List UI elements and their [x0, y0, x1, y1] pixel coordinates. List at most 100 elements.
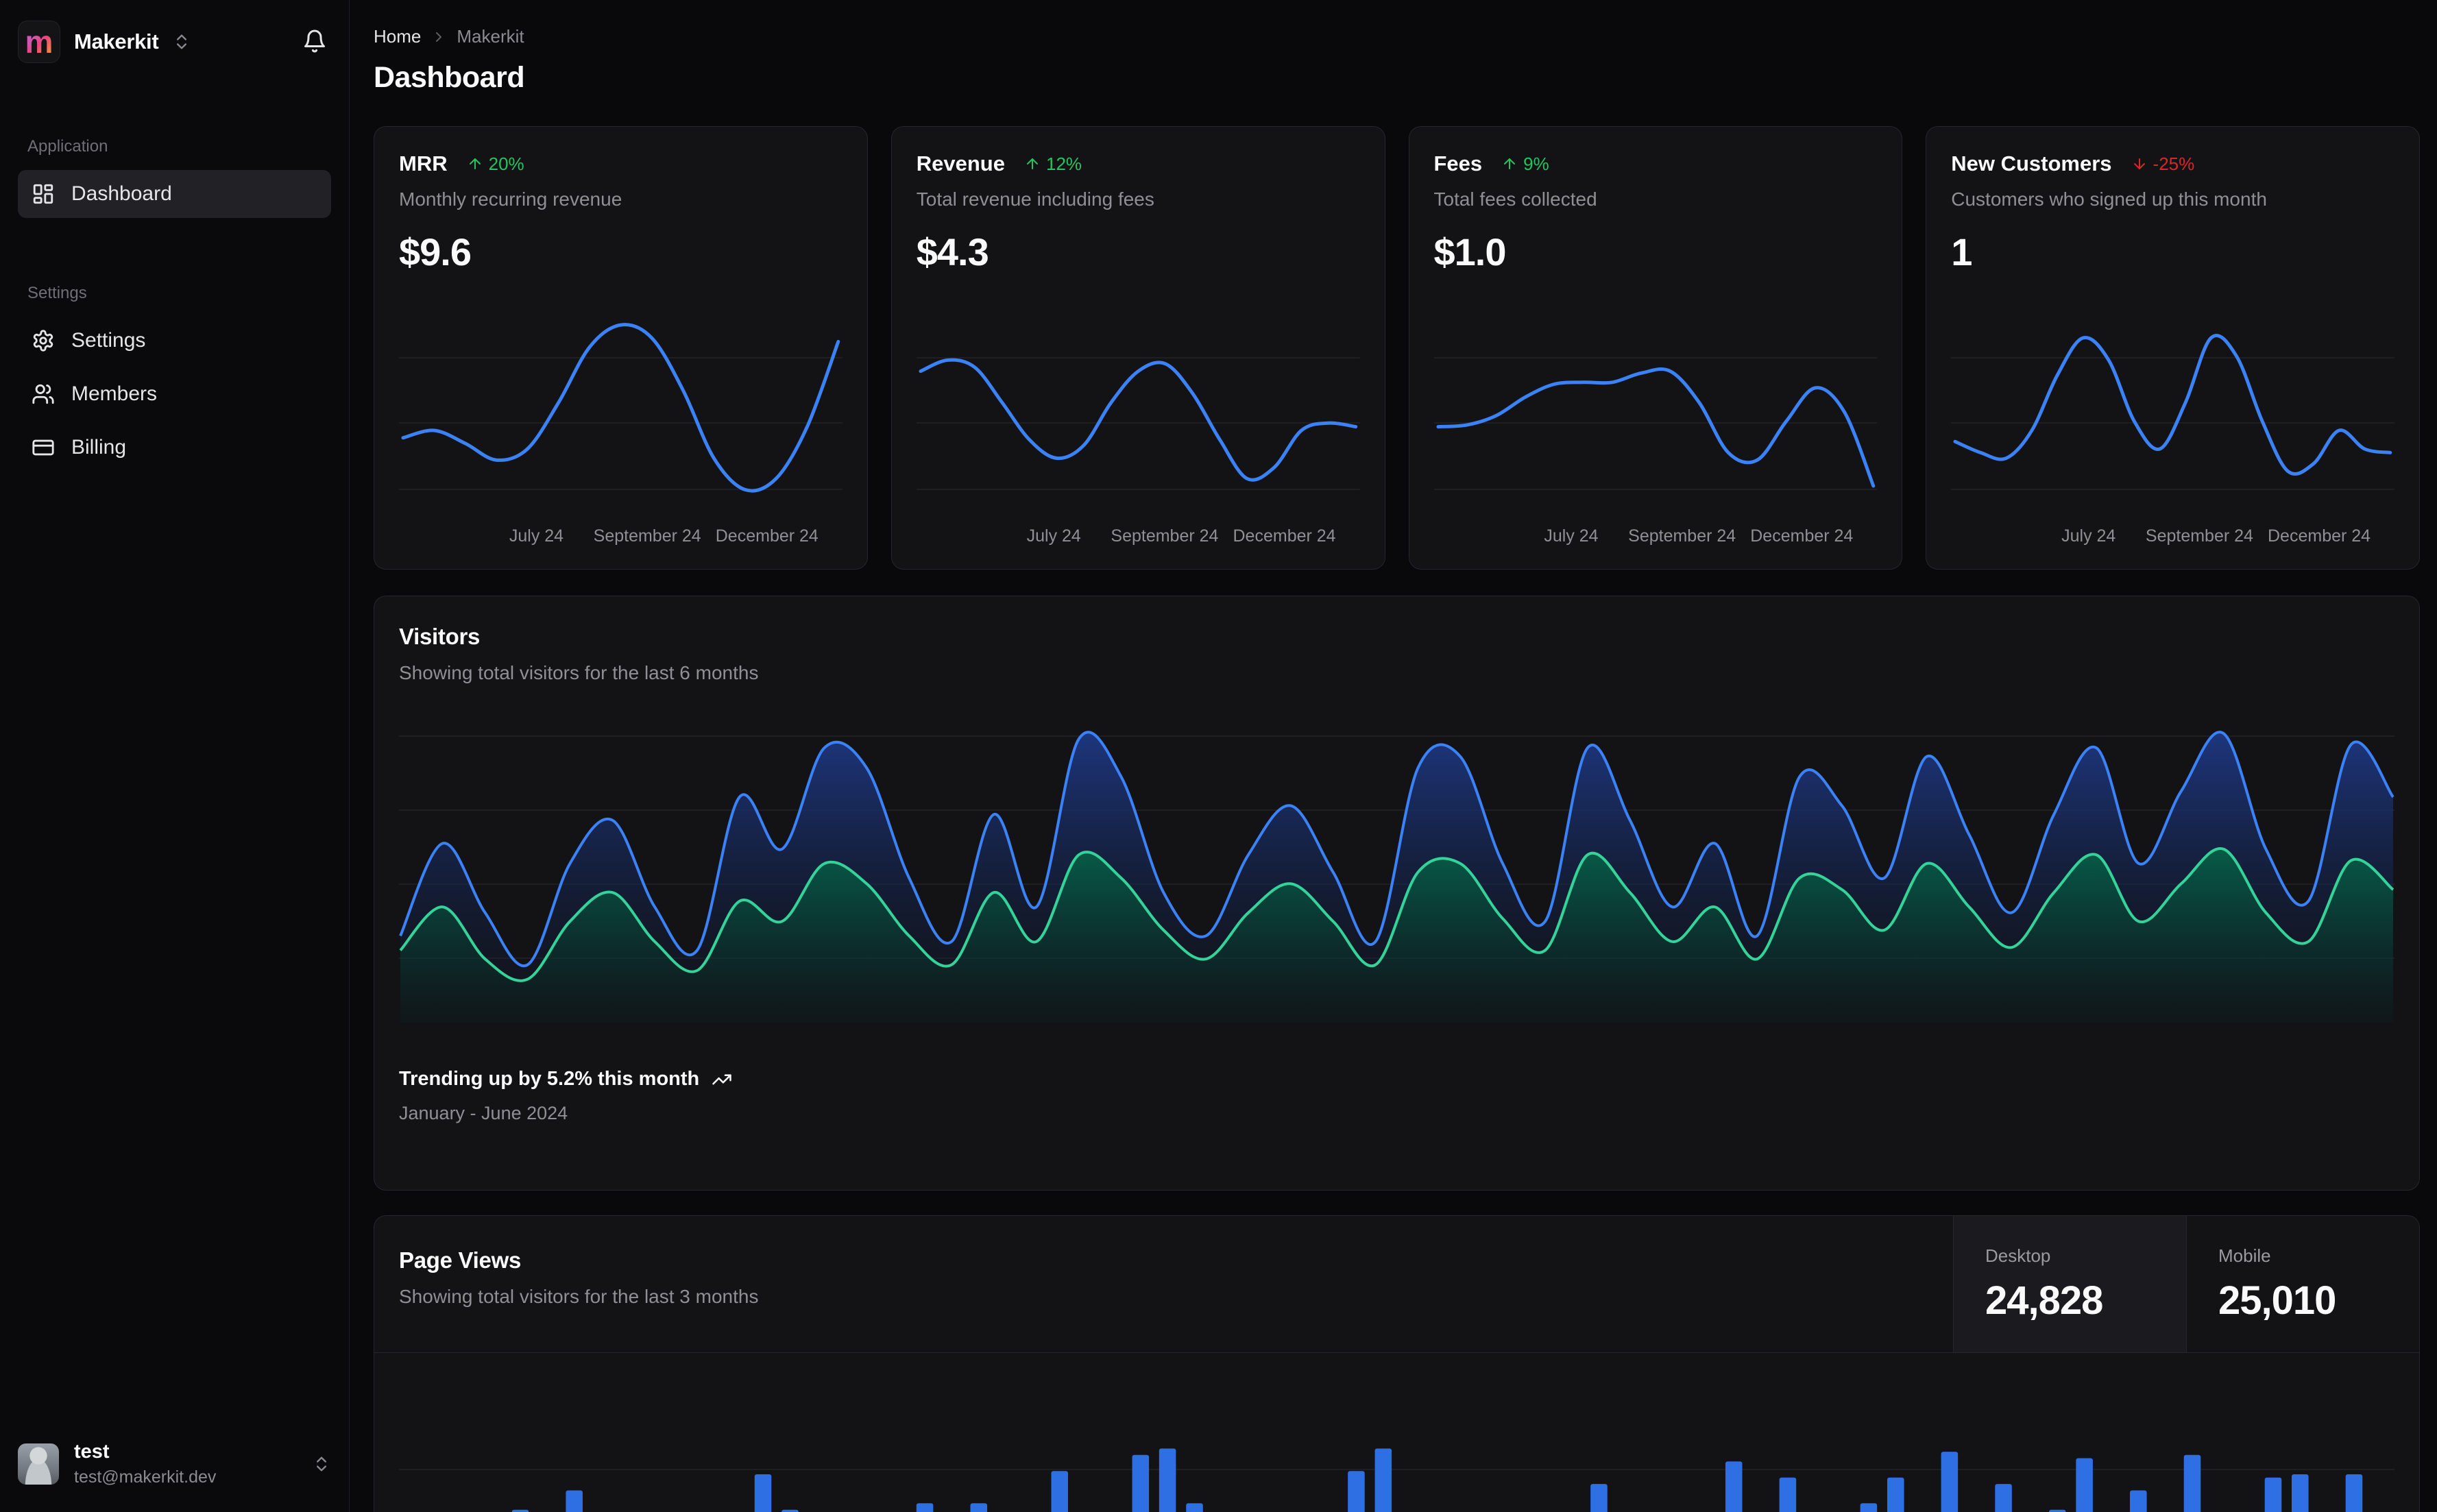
sparkline-x-axis: July 24 September 24 December 24 — [1434, 526, 1878, 551]
stat-title: Revenue — [916, 151, 1005, 175]
sparkline-chart — [1951, 334, 2394, 490]
stat-value: $4.3 — [916, 230, 989, 273]
stat-value: $1.0 — [1433, 230, 1507, 273]
x-axis-tick: September 24 — [1628, 526, 1736, 546]
stat-card-mrr: MRR 20% Monthly recurring revenue $9.6 J… — [374, 126, 868, 570]
sidebar-item-members[interactable]: Members — [18, 370, 331, 418]
visitors-card: Visitors Showing total visitors for the … — [374, 596, 2420, 1191]
main-content: Home Makerkit Dashboard MRR 20% Monthly … — [350, 0, 2437, 1512]
stat-value: $9.6 — [399, 230, 472, 273]
nav-section-application: Application Dashboard — [18, 137, 331, 218]
stat-cards-row: MRR 20% Monthly recurring revenue $9.6 J… — [374, 126, 2420, 570]
chevrons-up-down-icon — [177, 34, 187, 49]
stat-card-header: New Customers -25% — [1951, 151, 2394, 176]
visitors-trend-text: Trending up by 5.2% this month — [399, 1068, 700, 1090]
page-views-card: Page Views Showing total visitors for th… — [374, 1215, 2420, 1512]
layout-dashboard-icon — [33, 184, 53, 204]
makerkit-logo: m — [18, 21, 60, 63]
x-axis-tick: December 24 — [1233, 526, 1336, 546]
x-axis-tick: September 24 — [1111, 526, 1219, 546]
trend-badge: 20% — [467, 154, 524, 175]
page-views-header-left: Page Views Showing total visitors for th… — [374, 1216, 1953, 1352]
visitors-description: Showing total visitors for the last 6 mo… — [399, 662, 759, 683]
trend-value: 9% — [1523, 153, 1549, 174]
stat-card-header: MRR 20% — [399, 151, 842, 176]
trend-value: -25% — [2153, 153, 2195, 174]
tab-value: 24,828 — [1985, 1278, 2103, 1323]
nav-section-label: Application — [27, 137, 108, 156]
stat-value: 1 — [1951, 230, 1972, 273]
sidebar-item-label: Settings — [71, 329, 146, 352]
user-email: test@makerkit.dev — [74, 1467, 217, 1487]
sparkline-chart — [399, 323, 842, 493]
x-axis-tick: July 24 — [509, 526, 564, 546]
trend-value: 20% — [488, 153, 524, 174]
arrow-up-icon — [469, 158, 481, 169]
breadcrumb: Home Makerkit — [374, 26, 2420, 47]
visitors-title: Visitors — [399, 624, 481, 649]
sparkline-x-axis: July 24 September 24 December 24 — [917, 526, 1360, 551]
stat-title: New Customers — [1951, 151, 2112, 175]
stat-title: Fees — [1433, 151, 1483, 175]
user-name: test — [74, 1441, 110, 1463]
nav-section-label: Settings — [27, 284, 87, 302]
page-views-tabs: Desktop 24,828 Mobile 25,010 — [1953, 1216, 2419, 1352]
stat-title: MRR — [399, 151, 448, 175]
visitors-area-chart — [399, 731, 2394, 1023]
bell-icon — [304, 29, 325, 52]
visitors-chart — [399, 717, 2394, 1032]
x-axis-tick: July 24 — [1026, 526, 1081, 546]
sparkline-chart — [1433, 357, 1878, 490]
trending-up-icon — [712, 1074, 731, 1084]
sidebar-item-billing[interactable]: Billing — [18, 424, 331, 472]
x-axis-tick: December 24 — [715, 526, 819, 546]
x-axis-tick: December 24 — [2268, 526, 2371, 546]
page-views-tab-desktop[interactable]: Desktop 24,828 — [1953, 1216, 2186, 1352]
workspace-selector[interactable]: m Makerkit — [18, 21, 191, 63]
stat-card-new-customers: New Customers -25% Customers who signed … — [1926, 126, 2420, 570]
chevron-right-icon — [436, 32, 442, 42]
sidebar: m Makerkit Application Dashboard Setting… — [0, 0, 350, 1512]
trend-badge: 9% — [1501, 154, 1549, 175]
x-axis-tick: September 24 — [593, 526, 701, 546]
notifications-button[interactable] — [298, 25, 331, 60]
page-title: Dashboard — [374, 61, 525, 94]
page-views-tab-mobile[interactable]: Mobile 25,010 — [2186, 1216, 2419, 1352]
credit-card-icon — [32, 439, 54, 456]
arrow-down-icon — [2133, 158, 2145, 169]
sparkline-x-axis: July 24 September 24 December 24 — [399, 526, 842, 551]
arrow-up-icon — [1026, 158, 1038, 169]
sidebar-item-dashboard[interactable]: Dashboard — [18, 170, 331, 218]
sidebar-item-label: Billing — [71, 436, 127, 459]
users-icon — [32, 384, 54, 404]
sidebar-item-label: Dashboard — [71, 182, 172, 205]
x-axis-tick: July 24 — [2061, 526, 2116, 546]
sidebar-item-settings[interactable]: Settings — [18, 317, 331, 365]
stat-sparkline — [399, 310, 842, 515]
sparkline-chart — [916, 357, 1360, 490]
sidebar-header: m Makerkit — [18, 21, 331, 63]
user-menu[interactable]: test test@makerkit.dev — [18, 1441, 331, 1487]
tab-label: Mobile — [2218, 1245, 2271, 1266]
page-views-description: Showing total visitors for the last 3 mo… — [399, 1286, 759, 1307]
visitors-footer: Trending up by 5.2% this month January -… — [399, 1068, 2394, 1124]
arrow-up-icon — [1504, 158, 1516, 169]
page-views-header: Page Views Showing total visitors for th… — [374, 1216, 2419, 1353]
breadcrumb-current: Makerkit — [457, 26, 524, 47]
stat-card-revenue: Revenue 12% Total revenue including fees… — [890, 126, 1385, 570]
x-axis-tick: July 24 — [1544, 526, 1599, 546]
page-views-title: Page Views — [399, 1247, 522, 1273]
stat-description: Total revenue including fees — [916, 188, 1154, 210]
stat-card-header: Revenue 12% — [917, 151, 1360, 176]
stat-description: Total fees collected — [1433, 188, 1597, 210]
user-avatar — [18, 1443, 59, 1485]
settings-icon — [33, 330, 53, 352]
trend-badge: 12% — [1024, 154, 1082, 175]
stat-description: Customers who signed up this month — [1951, 188, 2267, 210]
workspace-name: Makerkit — [74, 29, 159, 53]
stat-card-fees: Fees 9% Total fees collected $1.0 July 2… — [1408, 126, 1903, 570]
breadcrumb-home-link[interactable]: Home — [374, 26, 422, 47]
page-views-bar-chart — [399, 1448, 2394, 1512]
stat-card-header: Fees 9% — [1434, 151, 1878, 176]
